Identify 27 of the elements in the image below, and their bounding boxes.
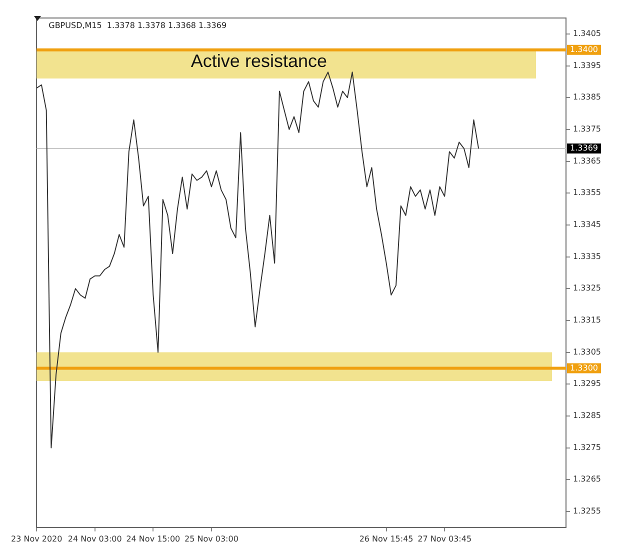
ref-line-label: 1.3369	[570, 144, 598, 153]
x-tick-label: 24 Nov 15:00	[126, 534, 180, 544]
x-tick-label: 23 Nov 2020	[10, 534, 62, 544]
y-tick-label: 1.3265	[573, 474, 601, 484]
y-tick-label: 1.3395	[573, 60, 601, 70]
y-tick-label: 1.3355	[573, 188, 601, 198]
y-tick-label: 1.3255	[573, 506, 601, 516]
band-label: Active resistance	[190, 51, 327, 72]
y-tick-label: 1.3275	[573, 442, 601, 452]
y-tick-label: 1.3365	[573, 156, 601, 166]
y-tick-label: 1.3335	[573, 252, 601, 261]
y-tick-label: 1.3305	[573, 347, 601, 356]
x-tick-label: 27 Nov 03:45	[418, 534, 472, 544]
x-tick-label: 25 Nov 03:00	[184, 534, 238, 544]
y-tick-label: 1.3325	[573, 284, 601, 293]
y-tick-label: 1.3375	[573, 124, 601, 134]
y-tick-label: 1.3295	[573, 379, 601, 388]
y-tick-label: 1.3385	[573, 92, 601, 102]
y-tick-label: 1.3285	[573, 411, 601, 420]
ref-line-label: 1.3400	[570, 44, 598, 54]
y-tick-label: 1.3405	[573, 28, 601, 38]
ref-line-label: 1.3300	[570, 363, 598, 372]
y-tick-label: 1.3315	[573, 316, 601, 325]
x-tick-label: 26 Nov 15:45	[359, 534, 414, 544]
chart-title: GBPUSD,M15 1.3378 1.3378 1.3368 1.3369	[48, 21, 227, 30]
y-tick-label: 1.3345	[573, 220, 601, 230]
x-tick-label: 24 Nov 03:00	[68, 534, 122, 544]
